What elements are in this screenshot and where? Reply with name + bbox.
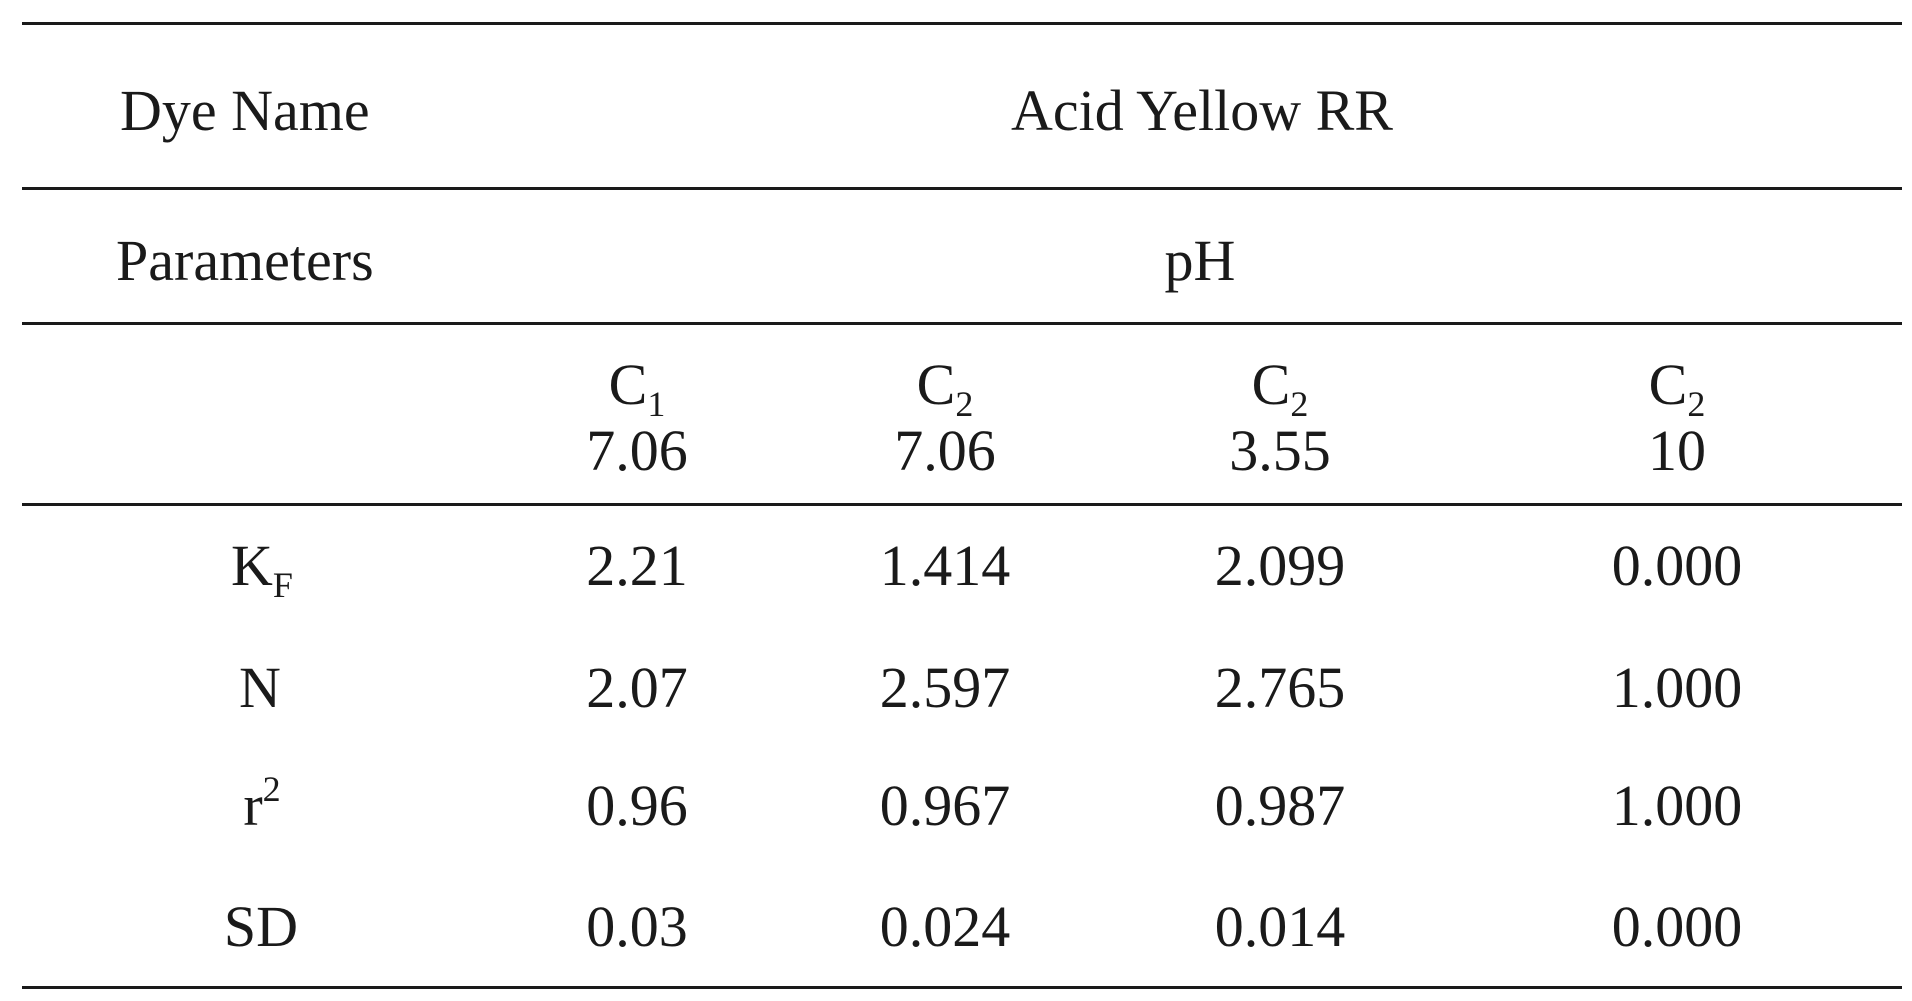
- row-label-text: r: [243, 773, 263, 838]
- table-cell: 1.000: [1611, 655, 1743, 720]
- column-header-value: 7.06: [894, 418, 996, 483]
- table-cell: 0.024: [879, 894, 1011, 959]
- row-label-superscript: 2: [262, 769, 281, 809]
- table-cell: 0.03: [586, 894, 688, 959]
- column-header: C2 7.06: [894, 352, 996, 484]
- column-header-label: C: [1648, 352, 1688, 417]
- table-cell: 0.014: [1214, 894, 1346, 959]
- row-label-text: K: [231, 533, 273, 598]
- parameters-label: Parameters: [116, 228, 374, 293]
- rule-after-parameters: [22, 322, 1902, 325]
- table-cell: 0.96: [586, 773, 688, 838]
- column-header-subscript: 1: [647, 384, 666, 424]
- column-header-label: C: [1251, 352, 1291, 417]
- column-header-subscript: 2: [1290, 384, 1309, 424]
- column-header-label: C: [916, 352, 956, 417]
- parameters-value: pH: [1164, 228, 1236, 293]
- column-header-label: C: [608, 352, 648, 417]
- table-cell: 2.07: [586, 655, 688, 720]
- table-cell: 2.21: [586, 533, 688, 598]
- row-label-kf: KF: [231, 537, 293, 604]
- dye-name-value: Acid Yellow RR: [1011, 78, 1393, 143]
- rule-top: [22, 22, 1902, 25]
- column-header-value: 3.55: [1229, 418, 1331, 483]
- row-label-n: N: [239, 655, 281, 720]
- rule-after-column-headers: [22, 503, 1902, 506]
- column-header: C2 10: [1648, 352, 1706, 484]
- column-header-value: 10: [1648, 418, 1706, 483]
- dye-name-label: Dye Name: [120, 78, 370, 143]
- table-cell: 0.987: [1214, 773, 1346, 838]
- table-cell: 2.099: [1214, 533, 1346, 598]
- row-label-subscript: F: [272, 565, 293, 605]
- row-label-r2: r2: [243, 771, 280, 835]
- table-cell: 0.967: [879, 773, 1011, 838]
- table-cell: 2.597: [879, 655, 1011, 720]
- column-header: C2 3.55: [1229, 352, 1331, 484]
- rule-after-dye-name: [22, 187, 1902, 190]
- table-cell: 0.000: [1611, 533, 1743, 598]
- column-header-value: 7.06: [586, 418, 688, 483]
- table-cell: 2.765: [1214, 655, 1346, 720]
- column-header-subscript: 2: [1687, 384, 1706, 424]
- table-cell: 1.000: [1611, 773, 1743, 838]
- table-cell: 0.000: [1611, 894, 1743, 959]
- row-label-sd: SD: [223, 894, 299, 959]
- table-cell: 1.414: [879, 533, 1011, 598]
- column-header: C1 7.06: [586, 352, 688, 484]
- rule-bottom: [22, 986, 1902, 989]
- column-header-subscript: 2: [955, 384, 974, 424]
